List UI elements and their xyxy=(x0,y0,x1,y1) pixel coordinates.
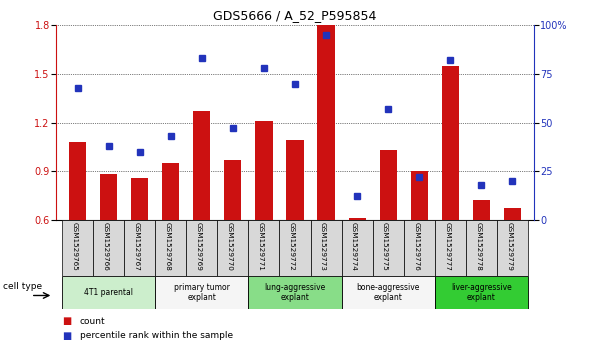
Bar xyxy=(411,171,428,220)
Bar xyxy=(442,66,458,220)
FancyBboxPatch shape xyxy=(63,220,93,276)
Text: GSM1529767: GSM1529767 xyxy=(134,223,140,271)
Bar xyxy=(100,174,117,220)
Text: GSM1529770: GSM1529770 xyxy=(227,223,233,271)
Bar xyxy=(132,178,148,220)
FancyBboxPatch shape xyxy=(186,220,218,276)
Text: GSM1529771: GSM1529771 xyxy=(258,223,264,271)
Bar xyxy=(379,150,396,220)
Text: GSM1529779: GSM1529779 xyxy=(506,223,512,271)
Text: GSM1529777: GSM1529777 xyxy=(444,223,450,271)
Bar xyxy=(317,25,335,220)
FancyBboxPatch shape xyxy=(93,220,124,276)
Text: GSM1529769: GSM1529769 xyxy=(196,223,202,271)
FancyBboxPatch shape xyxy=(155,220,186,276)
FancyBboxPatch shape xyxy=(310,220,342,276)
Text: GSM1529772: GSM1529772 xyxy=(289,223,295,271)
Bar xyxy=(342,276,435,309)
Text: liver-aggressive
explant: liver-aggressive explant xyxy=(451,282,512,302)
Bar xyxy=(224,160,241,220)
FancyBboxPatch shape xyxy=(372,220,404,276)
Bar xyxy=(162,163,179,220)
Bar xyxy=(349,218,366,220)
Bar xyxy=(504,208,521,220)
Bar xyxy=(287,140,303,220)
Text: primary tumor
explant: primary tumor explant xyxy=(174,282,230,302)
Bar xyxy=(69,142,86,220)
Text: GSM1529766: GSM1529766 xyxy=(103,223,109,271)
Text: GSM1529778: GSM1529778 xyxy=(475,223,481,271)
Text: count: count xyxy=(80,317,105,326)
Text: GSM1529774: GSM1529774 xyxy=(351,223,357,271)
Text: 4T1 parental: 4T1 parental xyxy=(84,288,133,297)
FancyBboxPatch shape xyxy=(218,220,248,276)
Text: GSM1529768: GSM1529768 xyxy=(165,223,171,271)
Bar xyxy=(248,276,342,309)
Text: GSM1529773: GSM1529773 xyxy=(320,223,326,271)
FancyBboxPatch shape xyxy=(280,220,310,276)
Text: GDS5666 / A_52_P595854: GDS5666 / A_52_P595854 xyxy=(214,9,376,22)
Text: cell type: cell type xyxy=(3,282,42,291)
Bar xyxy=(255,121,273,220)
FancyBboxPatch shape xyxy=(404,220,435,276)
Text: ■: ■ xyxy=(62,331,71,341)
Bar xyxy=(435,276,527,309)
FancyBboxPatch shape xyxy=(248,220,280,276)
Text: GSM1529776: GSM1529776 xyxy=(413,223,419,271)
Text: ■: ■ xyxy=(62,316,71,326)
FancyBboxPatch shape xyxy=(435,220,466,276)
Bar xyxy=(194,111,211,220)
FancyBboxPatch shape xyxy=(342,220,372,276)
Bar xyxy=(155,276,248,309)
Text: lung-aggressive
explant: lung-aggressive explant xyxy=(264,282,326,302)
Bar xyxy=(63,276,155,309)
FancyBboxPatch shape xyxy=(497,220,527,276)
Text: GSM1529765: GSM1529765 xyxy=(72,223,78,271)
Text: bone-aggressive
explant: bone-aggressive explant xyxy=(356,282,419,302)
Text: percentile rank within the sample: percentile rank within the sample xyxy=(80,331,233,340)
FancyBboxPatch shape xyxy=(124,220,155,276)
Text: GSM1529775: GSM1529775 xyxy=(382,223,388,271)
FancyBboxPatch shape xyxy=(466,220,497,276)
Bar xyxy=(473,200,490,220)
